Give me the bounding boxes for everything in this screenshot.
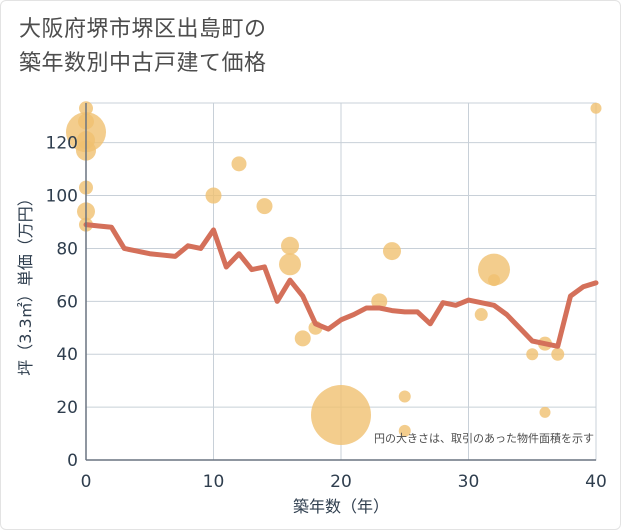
bubble-point <box>551 347 565 361</box>
y-tick-label: 80 <box>56 239 78 259</box>
y-tick-label: 20 <box>56 398 78 418</box>
chart-title-line1: 大阪府堺市堺区出島町の <box>19 17 267 42</box>
bubble-point <box>398 424 411 437</box>
bubble-point <box>279 253 301 276</box>
chart-title: 大阪府堺市堺区出島町の 築年数別中古戸建て価格 <box>19 13 267 81</box>
bubble-point <box>539 406 551 418</box>
bubble-point <box>398 390 411 403</box>
x-tick-label: 40 <box>585 472 607 492</box>
bubble-size-note: 円の大きさは、取引のあった物件面積を示す <box>374 431 594 445</box>
chart-title-line2: 築年数別中古戸建て価格 <box>19 51 267 76</box>
average-price-line <box>83 222 599 349</box>
bubble-point <box>281 236 299 255</box>
axes: 0 10 20 30 40 0 20 40 60 80 100 120 <box>46 103 607 492</box>
bubble-point <box>311 385 371 446</box>
y-tick-label: 60 <box>56 292 78 312</box>
x-tick-label: 20 <box>330 472 352 492</box>
x-tick-label: 30 <box>458 472 480 492</box>
bubble-series <box>66 101 602 446</box>
bubble-point <box>294 330 311 347</box>
bubble-point <box>256 198 273 215</box>
x-axis-title: 築年数（年） <box>293 497 389 516</box>
x-tick-label: 10 <box>203 472 225 492</box>
bubble-point <box>205 187 222 204</box>
bubble-point <box>590 102 602 114</box>
bubble-point <box>488 274 500 287</box>
y-tick-label: 100 <box>46 187 78 207</box>
bubble-point <box>478 253 510 286</box>
bubble-point <box>371 293 388 310</box>
x-tick-label: 0 <box>81 472 92 492</box>
bubble-point <box>526 348 539 361</box>
average-line-series <box>83 222 599 349</box>
y-axis-title: 坪（3.3㎡）単価（万円） <box>16 190 35 375</box>
bubble-point <box>231 156 247 172</box>
y-tick-label: 0 <box>67 451 78 471</box>
y-tick-label: 120 <box>46 134 78 154</box>
bubble-point <box>383 242 401 261</box>
y-tick-label: 40 <box>56 345 78 365</box>
bubble-point <box>474 308 488 322</box>
